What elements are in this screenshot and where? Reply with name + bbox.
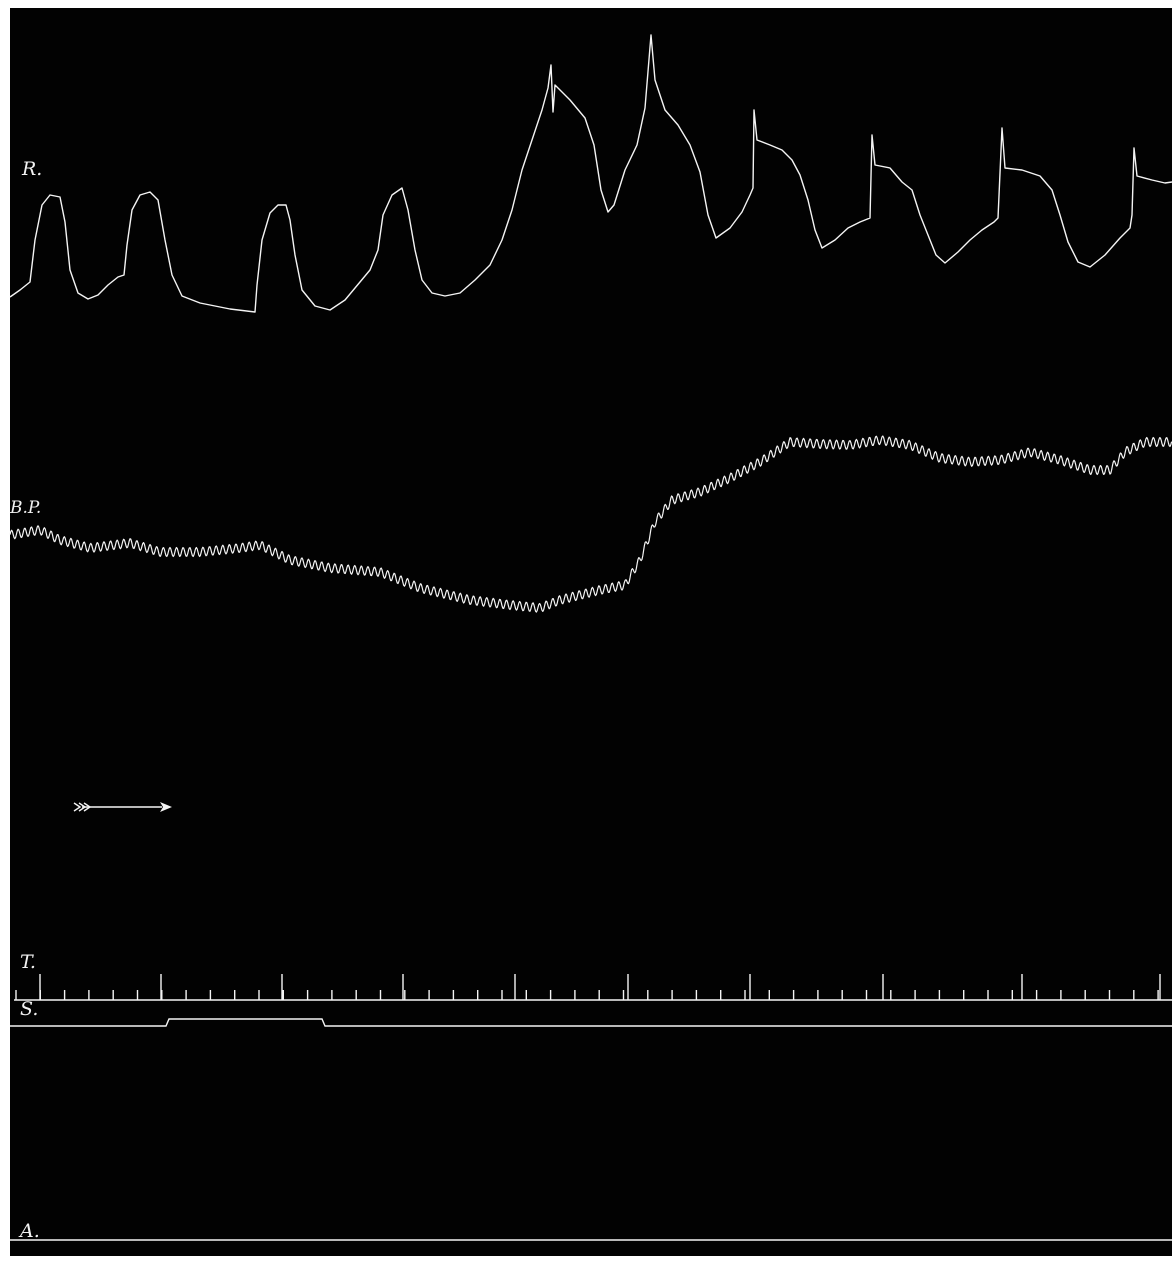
signal-label: S. bbox=[20, 998, 39, 1020]
arrow-right-icon bbox=[73, 802, 172, 812]
time-marker-trace bbox=[14, 974, 1172, 1001]
respiration-trace bbox=[9, 34, 1172, 313]
time-label: T. bbox=[20, 951, 36, 973]
signal-trace bbox=[10, 1018, 1172, 1027]
kymograph-plate bbox=[10, 8, 1172, 1256]
blood-pressure-label: B.P. bbox=[10, 498, 42, 518]
blood-pressure-trace bbox=[9, 435, 1172, 613]
respiration-label: R. bbox=[22, 158, 43, 180]
abscissa-label: A. bbox=[20, 1220, 40, 1242]
